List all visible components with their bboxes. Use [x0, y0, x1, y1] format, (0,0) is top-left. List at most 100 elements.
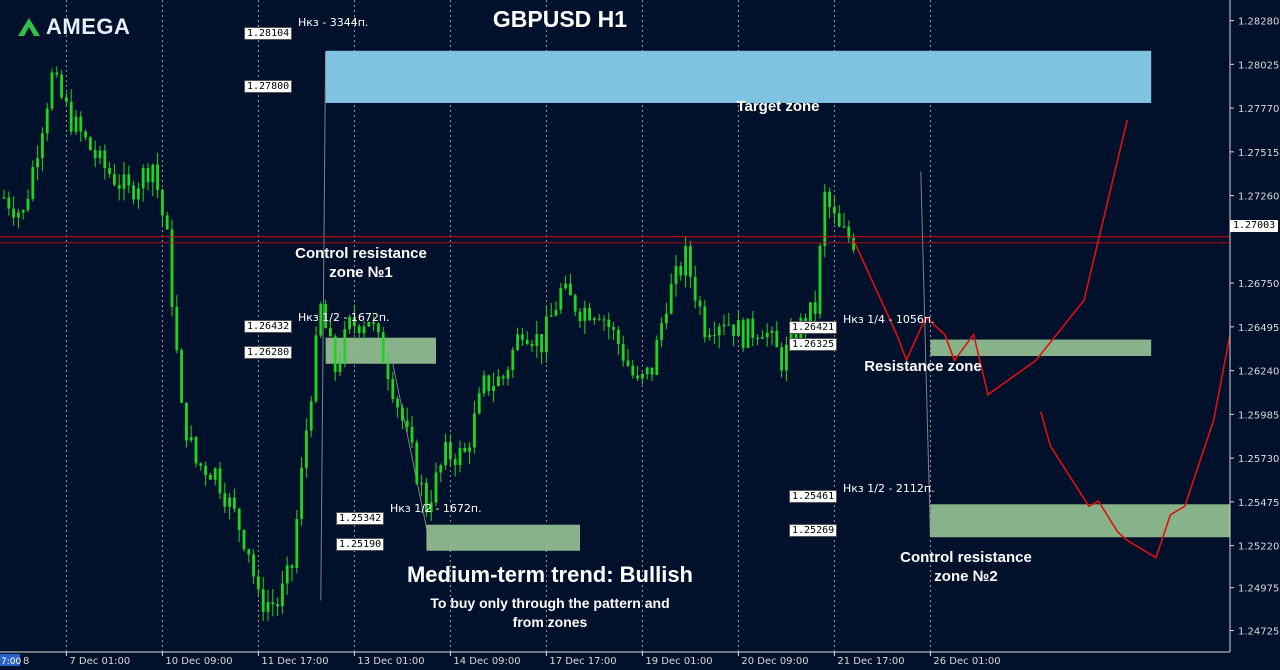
- x-axis-cursor-box: [0, 654, 20, 666]
- candle-body-177: [852, 238, 855, 250]
- candle-body-116: [559, 288, 563, 310]
- candle-body-48: [233, 497, 236, 509]
- y-tick-label-8: 1.26240: [1238, 367, 1279, 378]
- candle-body-173: [833, 207, 836, 214]
- candle-body-140: [674, 266, 678, 285]
- candle-body-105: [506, 369, 510, 379]
- y-tick-label-0: 1.28280: [1238, 17, 1279, 28]
- candle-body-57: [276, 604, 279, 607]
- candle-body-33: [161, 189, 164, 216]
- candle-body-5: [26, 198, 30, 211]
- candle-body-107: [516, 334, 519, 350]
- candle-body-170: [818, 245, 822, 314]
- y-tick-label-6: 1.26750: [1238, 279, 1279, 290]
- candle-body-93: [449, 442, 452, 460]
- candle-body-61: [295, 518, 299, 568]
- y-tick-label-12: 1.25220: [1238, 542, 1279, 553]
- candle-body-17: [84, 131, 87, 138]
- candle-body-45: [218, 468, 222, 494]
- candle-body-69: [333, 336, 337, 372]
- candle-body-94: [453, 459, 457, 466]
- candle-body-89: [429, 502, 433, 513]
- chart-title: GBPUSD H1: [492, 6, 628, 32]
- price-label-lower-bottom: 1.25190: [336, 538, 385, 551]
- candle-body-87: [420, 482, 423, 484]
- candle-body-126: [607, 319, 611, 328]
- control-resistance-2-line2: zone №2: [934, 568, 998, 585]
- candle-body-108: [521, 334, 524, 340]
- x-axis-panel: [0, 652, 1280, 670]
- candle-body-39: [189, 437, 193, 441]
- candle-body-55: [266, 602, 270, 612]
- x-tick-label-9: 26 Dec 01:00: [933, 656, 1000, 667]
- candle-body-79: [381, 332, 385, 364]
- candle-body-83: [401, 407, 404, 421]
- advice-line2: from zones: [512, 614, 588, 630]
- candle-body-103: [497, 376, 500, 386]
- candle-body-81: [391, 379, 395, 399]
- candle-body-60: [290, 565, 294, 568]
- candle-body-74: [357, 326, 361, 334]
- candle-body-117: [564, 283, 567, 289]
- brand-logo: AMEGA: [16, 14, 130, 40]
- candle-body-43: [209, 474, 212, 480]
- candle-body-139: [669, 284, 673, 314]
- candle-body-7: [36, 158, 39, 168]
- candle-body-67: [324, 303, 327, 329]
- candle-body-88: [425, 482, 428, 513]
- candle-body-119: [573, 295, 577, 312]
- x-tick-label-0: 7 Dec 01:00: [69, 656, 130, 667]
- current-price-label: 1.27003: [1230, 220, 1279, 232]
- candle-body-72: [348, 316, 351, 330]
- control-resistance-1-line2: zone №1: [329, 264, 393, 281]
- candle-body-158: [761, 337, 764, 339]
- candle-body-109: [525, 339, 529, 344]
- control-1-zone-note: Нкз 1/2 - 1672п.: [298, 311, 390, 324]
- candle-body-35: [170, 229, 174, 307]
- candle-body-59: [285, 565, 289, 584]
- y-tick-label-9: 1.25985: [1238, 410, 1279, 421]
- candle-body-171: [823, 191, 827, 246]
- candle-body-16: [79, 116, 83, 132]
- candle-body-56: [271, 602, 275, 605]
- candle-body-169: [813, 302, 817, 314]
- candle-body-127: [612, 327, 615, 330]
- candle-body-154: [741, 320, 745, 348]
- candle-body-20: [98, 150, 102, 159]
- candle-body-114: [549, 315, 553, 317]
- candle-body-132: [636, 375, 639, 379]
- candle-body-159: [765, 332, 769, 338]
- candle-body-18: [89, 137, 92, 151]
- y-tick-label-11: 1.25475: [1238, 498, 1279, 509]
- candle-body-53: [257, 576, 260, 590]
- candle-body-111: [535, 334, 539, 346]
- connector-line-2: [920, 171, 931, 538]
- candle-body-134: [645, 367, 649, 375]
- candle-body-63: [305, 430, 308, 468]
- candle-body-23: [113, 174, 116, 185]
- brand-name: AMEGA: [46, 14, 131, 39]
- candle-body-25: [122, 174, 126, 189]
- zone-target: [325, 50, 1152, 103]
- candle-body-161: [775, 330, 779, 348]
- candle-body-76: [367, 322, 371, 327]
- candle-body-115: [554, 309, 558, 316]
- candle-body-124: [597, 318, 601, 320]
- candle-body-122: [588, 307, 591, 321]
- candle-body-129: [621, 344, 625, 361]
- candle-body-130: [626, 360, 630, 366]
- candle-body-9: [45, 108, 49, 134]
- price-label-control1-bottom: 1.26280: [244, 346, 293, 359]
- price-label-resistance-top: 1.26421: [789, 321, 838, 334]
- candle-body-120: [578, 311, 582, 322]
- candle-body-144: [693, 276, 697, 301]
- price-label-control2-bottom: 1.25269: [789, 524, 838, 537]
- candle-body-125: [602, 319, 606, 321]
- candle-body-165: [794, 330, 798, 344]
- candle-body-148: [713, 335, 716, 337]
- candle-body-157: [756, 337, 759, 339]
- control-resistance-1-line1: Control resistance: [295, 245, 427, 262]
- candle-body-141: [679, 266, 683, 276]
- candle-body-131: [631, 365, 635, 376]
